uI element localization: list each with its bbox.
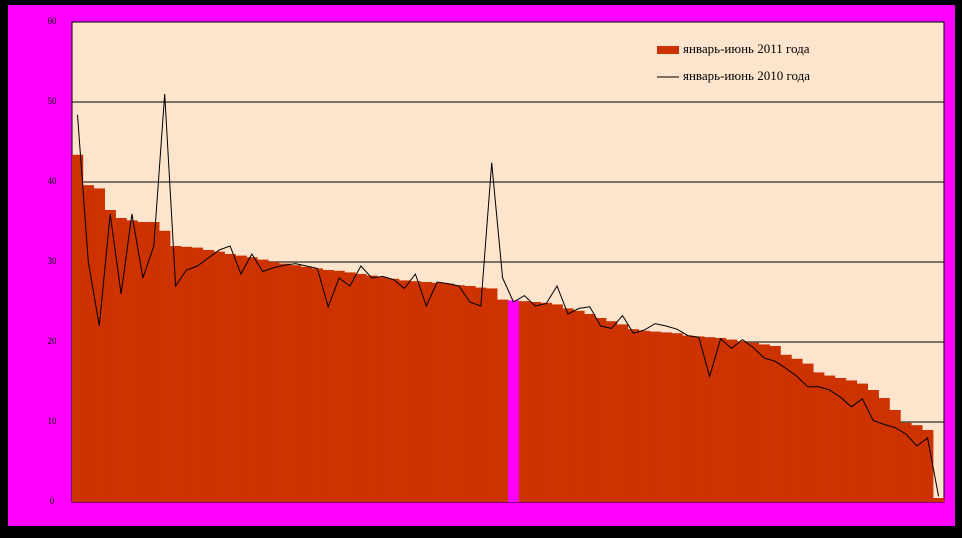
bar	[551, 304, 563, 502]
bar	[508, 300, 520, 502]
y-tick-label: 30	[48, 256, 58, 266]
bar	[911, 425, 923, 502]
bar	[148, 222, 160, 502]
y-tick-label: 50	[48, 96, 58, 106]
bar	[736, 341, 749, 502]
bar	[257, 259, 269, 502]
bar	[682, 335, 694, 502]
legend-label: январь-июнь 2011 года	[683, 41, 810, 56]
bar	[159, 230, 171, 503]
bar	[878, 398, 890, 502]
bar	[573, 310, 585, 502]
bar	[464, 286, 476, 502]
bar	[835, 378, 847, 502]
y-tick-label: 10	[48, 416, 58, 426]
bar	[726, 339, 738, 502]
bar	[595, 318, 607, 502]
bar	[442, 283, 454, 502]
bar	[344, 272, 356, 502]
bar	[475, 287, 487, 502]
bar	[115, 218, 127, 502]
bar	[333, 270, 345, 502]
bar	[769, 346, 781, 502]
bar	[758, 344, 770, 502]
bar	[518, 301, 531, 502]
bar	[279, 263, 291, 502]
bar	[246, 257, 258, 502]
bar	[300, 266, 313, 502]
bar	[867, 390, 879, 502]
bar	[126, 220, 138, 502]
bar	[191, 247, 204, 502]
bar	[540, 302, 552, 502]
y-tick-label: 60	[48, 16, 58, 26]
bar	[802, 363, 814, 502]
line	[77, 93, 940, 497]
bar	[780, 354, 792, 502]
bar	[856, 383, 868, 502]
bar	[104, 210, 116, 502]
bar	[366, 275, 378, 502]
bar	[355, 274, 367, 502]
bar	[845, 380, 858, 502]
bar	[649, 331, 661, 502]
bar	[617, 324, 629, 502]
bar	[638, 330, 650, 502]
bar	[137, 222, 149, 502]
bar	[409, 281, 422, 502]
bar	[747, 342, 759, 502]
bar	[660, 332, 672, 502]
bar	[377, 277, 389, 502]
bar	[420, 282, 432, 502]
bar	[715, 338, 727, 502]
bar	[224, 254, 236, 502]
bar	[311, 268, 323, 502]
bar	[671, 333, 683, 502]
bar	[813, 372, 825, 502]
bar	[388, 278, 400, 502]
bar	[693, 336, 705, 502]
bar	[606, 321, 618, 502]
bar	[584, 314, 596, 502]
bar	[82, 185, 95, 502]
bar	[181, 246, 193, 502]
bar	[627, 329, 640, 502]
bar	[431, 282, 443, 502]
bar	[235, 255, 247, 502]
bar	[170, 246, 182, 502]
bar	[497, 299, 509, 502]
y-tick-label: 0	[50, 496, 55, 506]
bar	[889, 410, 901, 502]
bar	[213, 251, 225, 502]
legend-label: январь-июнь 2010 года	[683, 68, 810, 83]
bar	[399, 280, 411, 502]
bar	[72, 154, 84, 503]
bar	[453, 285, 465, 502]
bar	[791, 358, 803, 502]
bar	[268, 262, 280, 502]
legend-swatch	[657, 46, 679, 54]
bar	[486, 288, 498, 502]
bar	[824, 375, 836, 502]
bar	[922, 430, 934, 502]
bar	[529, 302, 541, 502]
y-tick-label: 20	[48, 336, 58, 346]
bar	[93, 188, 105, 502]
bar	[900, 422, 912, 502]
bar	[202, 250, 214, 502]
y-tick-label: 40	[48, 176, 58, 186]
bar	[562, 308, 574, 502]
bar	[933, 498, 945, 502]
bar	[704, 337, 716, 502]
bar	[290, 265, 302, 502]
bar	[322, 270, 334, 502]
